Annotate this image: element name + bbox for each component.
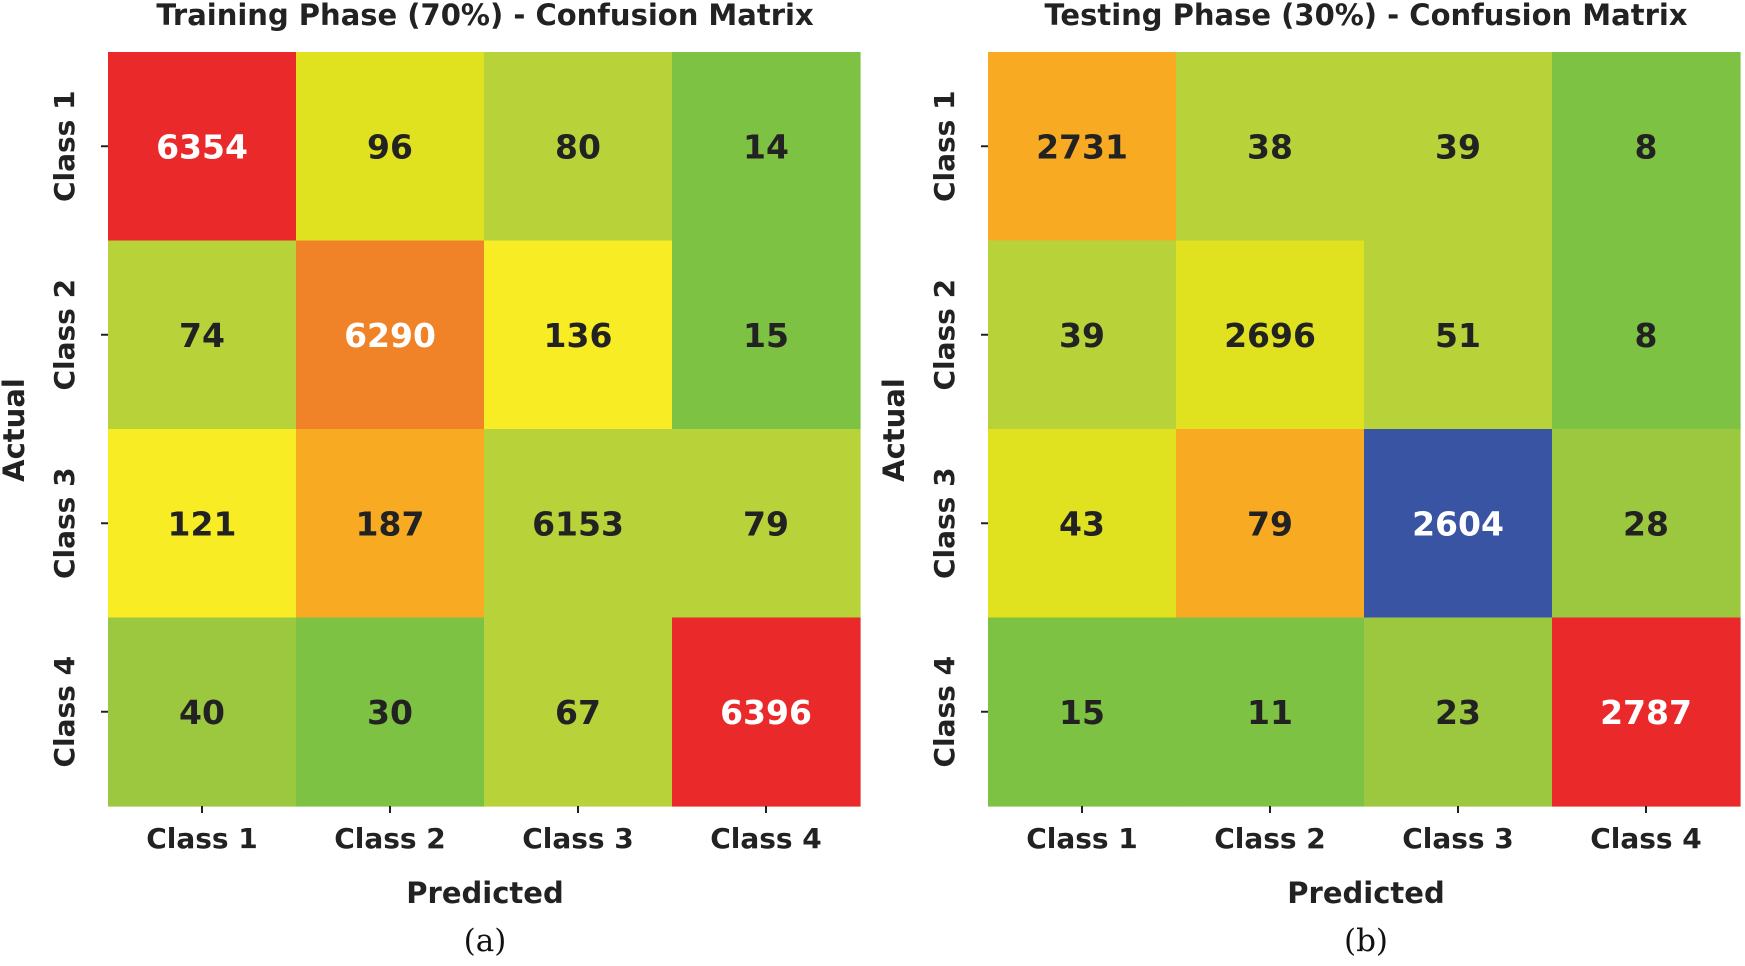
testing-y-tick-label-class-2: Class 2 <box>928 279 961 391</box>
testing-cell-value-r1-c4: 8 <box>1635 127 1658 166</box>
training-x-tick-label-class-2: Class 2 <box>334 822 446 855</box>
training-cell-r2-c1 <box>108 240 297 430</box>
training-cell-value-r4-c4: 6396 <box>720 693 812 732</box>
testing-cell-value-r1-c3: 39 <box>1435 127 1481 166</box>
training-cell-r3-c1 <box>108 429 297 619</box>
testing-y-tick-label-class-1: Class 1 <box>928 90 961 202</box>
testing-cell-r2-c2 <box>1176 240 1365 430</box>
testing-cell-r2-c4 <box>1552 240 1741 430</box>
testing-cell-value-r3-c2: 79 <box>1247 504 1293 543</box>
training-cell-value-r3-c2: 187 <box>356 504 425 543</box>
testing-cell-value-r2-c3: 51 <box>1435 316 1481 355</box>
training-cell-r1-c3 <box>484 52 673 242</box>
testing-cell-r4-c3 <box>1364 617 1553 807</box>
testing-cell-value-r3-c1: 43 <box>1059 504 1105 543</box>
testing-cell-value-r4-c4: 2787 <box>1600 693 1692 732</box>
testing-cell-r3-c4 <box>1552 429 1741 619</box>
testing-y-axis-label: Actual <box>877 378 911 482</box>
training-y-tick-label-class-4: Class 4 <box>48 656 81 768</box>
training-cell-value-r4-c1: 40 <box>179 693 225 732</box>
testing-confusion-matrix-panel: Testing Phase (30%) - Confusion Matrix 2… <box>877 0 1741 959</box>
testing-chart-title: Testing Phase (30%) - Confusion Matrix <box>1044 0 1687 32</box>
testing-cell-r1-c3 <box>1364 52 1553 242</box>
testing-cell-value-r4-c1: 15 <box>1059 693 1105 732</box>
training-cell-r3-c3 <box>484 429 673 619</box>
testing-y-tick-labels: Class 1 Class 2 Class 3 Class 4 <box>928 90 988 768</box>
training-cell-value-r1-c1: 6354 <box>156 127 248 166</box>
testing-x-tick-label-class-4: Class 4 <box>1590 822 1702 855</box>
testing-cell-r4-c1 <box>988 617 1177 807</box>
testing-x-axis-label: Predicted <box>1287 876 1444 910</box>
training-cell-value-r3-c3: 6153 <box>532 504 624 543</box>
testing-x-tick-labels: Class 1 Class 2 Class 3 Class 4 <box>1026 806 1702 855</box>
testing-cell-value-r1-c2: 38 <box>1247 127 1293 166</box>
training-cell-value-r4-c3: 67 <box>555 693 601 732</box>
training-cell-r3-c4 <box>672 429 861 619</box>
testing-cell-value-r2-c2: 2696 <box>1224 316 1316 355</box>
training-x-tick-label-class-4: Class 4 <box>710 822 822 855</box>
testing-cell-r2-c1 <box>988 240 1177 430</box>
training-cell-r4-c2 <box>296 617 485 807</box>
testing-y-tick-label-class-4: Class 4 <box>928 656 961 768</box>
training-cell-value-r1-c3: 80 <box>555 127 601 166</box>
training-y-tick-label-class-3: Class 3 <box>48 467 81 579</box>
testing-cell-value-r3-c3: 2604 <box>1412 504 1504 543</box>
training-cell-value-r1-c4: 14 <box>743 127 789 166</box>
testing-cell-r3-c3 <box>1364 429 1553 619</box>
training-cell-value-r1-c2: 96 <box>367 127 413 166</box>
testing-cell-r3-c1 <box>988 429 1177 619</box>
testing-x-tick-label-class-1: Class 1 <box>1026 822 1138 855</box>
testing-cell-r1-c1 <box>988 52 1177 242</box>
training-cell-value-r2-c4: 15 <box>743 316 789 355</box>
training-cell-value-r3-c1: 121 <box>168 504 237 543</box>
training-cell-r3-c2 <box>296 429 485 619</box>
testing-cell-value-r4-c2: 11 <box>1247 693 1293 732</box>
training-confusion-matrix-panel: Training Phase (70%) - Confusion Matrix … <box>0 0 861 959</box>
testing-cell-r1-c2 <box>1176 52 1365 242</box>
training-cell-r1-c4 <box>672 52 861 242</box>
testing-cell-r2-c3 <box>1364 240 1553 430</box>
testing-x-tick-label-class-2: Class 2 <box>1214 822 1326 855</box>
testing-x-tick-label-class-3: Class 3 <box>1402 822 1514 855</box>
training-cell-value-r4-c2: 30 <box>367 693 413 732</box>
testing-panel-caption: (b) <box>1344 923 1388 959</box>
testing-heatmap-grid: 2731 38 39 8 39 2696 51 8 43 79 2604 28 15 11 23 2787 <box>988 52 1741 807</box>
training-chart-title: Training Phase (70%) - Confusion Matrix <box>156 0 814 32</box>
testing-cell-value-r2-c4: 8 <box>1635 316 1658 355</box>
training-panel-caption: (a) <box>464 923 507 959</box>
testing-cell-value-r2-c1: 39 <box>1059 316 1105 355</box>
training-y-tick-label-class-2: Class 2 <box>48 279 81 391</box>
training-x-tick-label-class-3: Class 3 <box>522 822 634 855</box>
training-y-axis-label: Actual <box>0 378 31 482</box>
training-y-tick-labels: Class 1 Class 2 Class 3 Class 4 <box>48 90 108 768</box>
training-y-tick-label-class-1: Class 1 <box>48 90 81 202</box>
testing-cell-value-r4-c3: 23 <box>1435 693 1481 732</box>
testing-cell-value-r3-c4: 28 <box>1623 504 1669 543</box>
training-cell-r2-c3 <box>484 240 673 430</box>
testing-cell-r4-c4 <box>1552 617 1741 807</box>
training-cell-r4-c3 <box>484 617 673 807</box>
training-cell-value-r2-c3: 136 <box>544 316 613 355</box>
training-cell-r2-c2 <box>296 240 485 430</box>
testing-cell-r4-c2 <box>1176 617 1365 807</box>
testing-cell-value-r1-c1: 2731 <box>1036 127 1128 166</box>
training-cell-value-r2-c2: 6290 <box>344 316 436 355</box>
training-cell-r4-c1 <box>108 617 297 807</box>
testing-cell-r3-c2 <box>1176 429 1365 619</box>
training-x-tick-labels: Class 1 Class 2 Class 3 Class 4 <box>146 806 822 855</box>
training-x-tick-label-class-1: Class 1 <box>146 822 258 855</box>
training-cell-value-r2-c1: 74 <box>179 316 225 355</box>
training-cell-r2-c4 <box>672 240 861 430</box>
training-cell-value-r3-c4: 79 <box>743 504 789 543</box>
testing-cell-r1-c4 <box>1552 52 1741 242</box>
training-heatmap-grid: 6354 96 80 14 74 6290 136 15 121 187 6153 79 40 30 67 6… <box>108 52 861 807</box>
training-cell-r1-c2 <box>296 52 485 242</box>
testing-y-tick-label-class-3: Class 3 <box>928 467 961 579</box>
training-x-axis-label: Predicted <box>406 876 563 910</box>
training-cell-r1-c1 <box>108 52 297 242</box>
training-cell-r4-c4 <box>672 617 861 807</box>
